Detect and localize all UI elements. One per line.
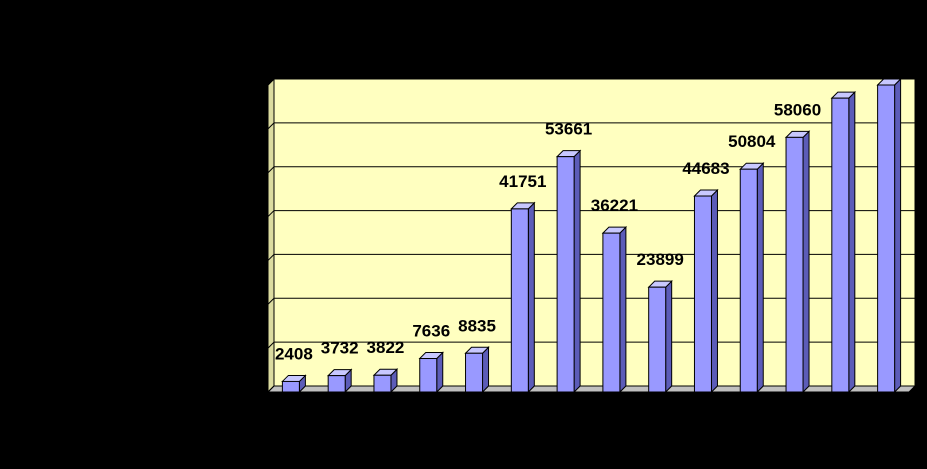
grid-line: [267, 78, 915, 86]
bar: [601, 225, 628, 394]
bar-front: [327, 375, 346, 393]
bar-front: [693, 195, 712, 393]
value-label: 2408: [275, 344, 313, 363]
bar: [739, 161, 765, 394]
bar-front: [648, 286, 667, 393]
grid-line: [267, 166, 915, 174]
bar-front: [373, 374, 392, 393]
value-label: 23899: [637, 250, 684, 269]
bar-front: [785, 136, 804, 393]
bar: [784, 130, 811, 394]
value-label: 50804: [728, 132, 776, 151]
bar: [693, 188, 719, 394]
bar-front: [831, 97, 850, 393]
bar-front: [602, 232, 621, 393]
bar: [418, 351, 444, 394]
bar-side: [756, 161, 764, 394]
value-label: 3822: [367, 338, 405, 357]
grid-line: [267, 122, 915, 130]
bar-side: [482, 346, 490, 394]
bar-front: [510, 208, 529, 393]
bar-front: [739, 168, 758, 393]
bar: [281, 374, 307, 394]
bar-side: [436, 351, 444, 394]
bar-front: [465, 352, 484, 393]
bar-side: [665, 279, 673, 394]
value-label: 58060: [774, 100, 821, 119]
bar: [830, 90, 857, 394]
bar-side: [527, 201, 535, 394]
bar: [372, 368, 399, 394]
bar: [326, 368, 353, 394]
value-label: 8835: [458, 316, 496, 335]
bar-side: [894, 77, 902, 394]
bar-side: [802, 130, 810, 394]
bar: [464, 346, 490, 394]
floor: [266, 385, 917, 393]
value-label: 36221: [591, 196, 638, 215]
bar: [510, 201, 536, 394]
value-label: 7636: [412, 322, 450, 341]
bar-side: [619, 225, 627, 394]
bar-front: [556, 156, 575, 393]
bar-side: [573, 149, 581, 394]
bar: [876, 77, 902, 394]
bar-front: [281, 380, 300, 393]
bar: [647, 279, 673, 394]
bar-front: [419, 358, 438, 393]
value-label: 3732: [321, 339, 359, 358]
value-label: 53661: [545, 120, 592, 139]
value-label: 44683: [682, 159, 729, 178]
bar-front: [877, 84, 896, 393]
value-label: 41751: [499, 172, 546, 191]
bar-side: [710, 188, 718, 394]
bar: [555, 149, 582, 394]
bar-side: [848, 90, 856, 394]
